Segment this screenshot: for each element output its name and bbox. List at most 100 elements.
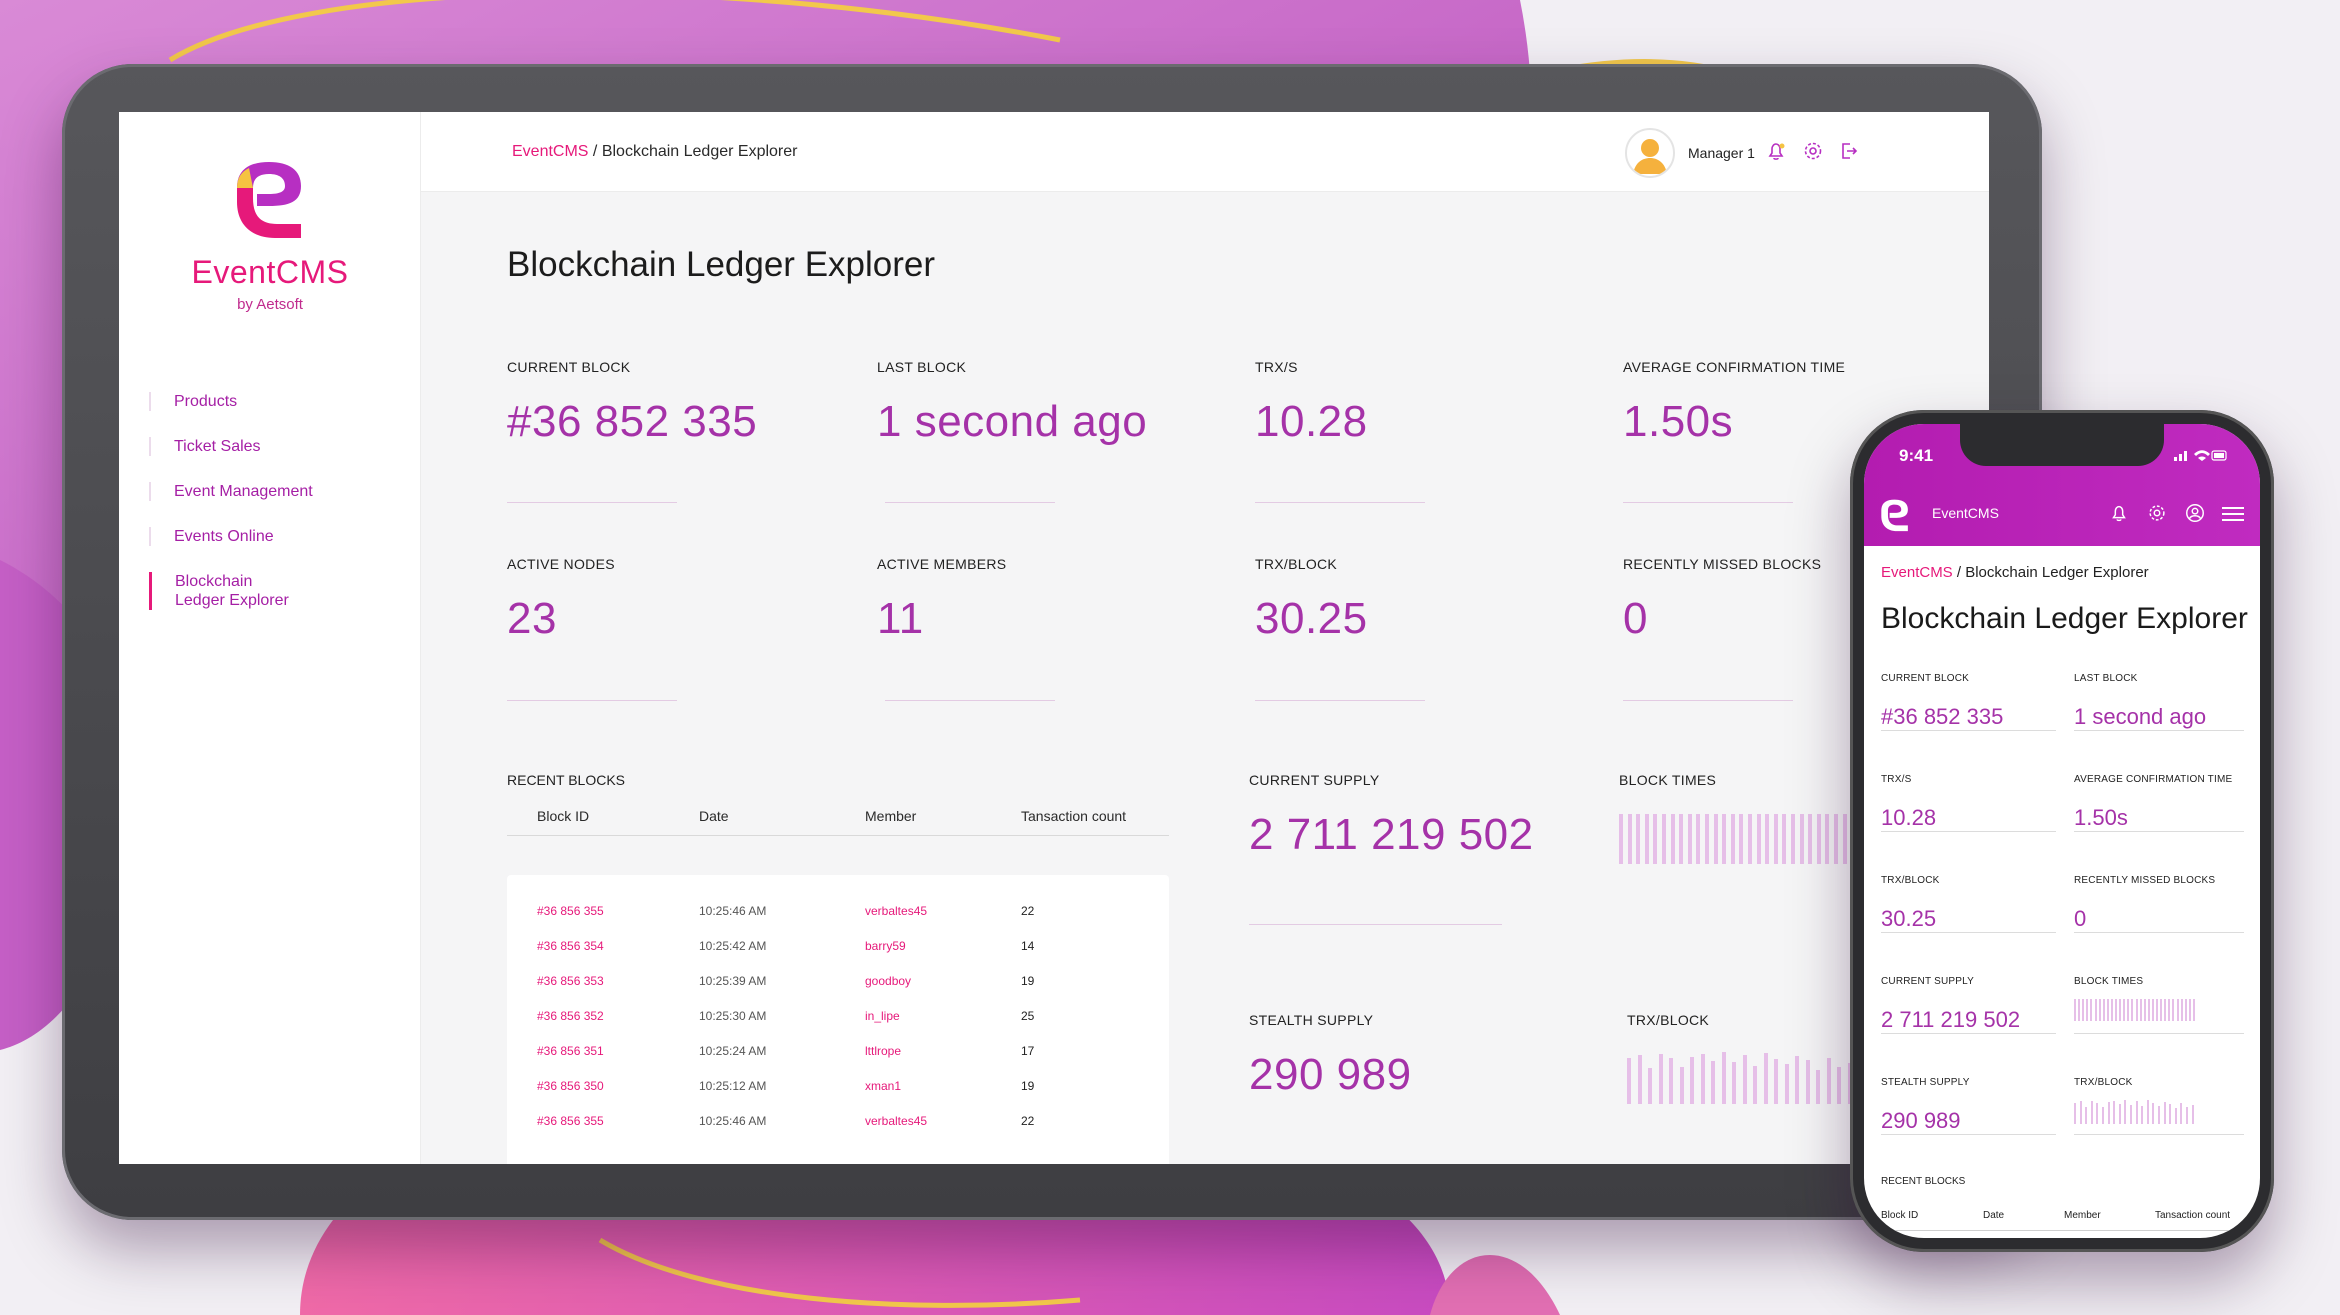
table-row[interactable]: #36 856 350 10:25:12 AM xman1 19 (507, 1079, 1169, 1099)
stat-label: CURRENT BLOCK (507, 359, 631, 375)
stat-value: 290 989 (1881, 1108, 1961, 1133)
tablet-screen: EventCMS by Aetsoft Products Ticket Sale… (119, 112, 1989, 1164)
phone-screen: 9:41 EventCMS (1864, 424, 2260, 1238)
chart-bar (1669, 1058, 1673, 1104)
chart-bar (2163, 1102, 2166, 1124)
chart-bar (1753, 1066, 1757, 1104)
logout-icon[interactable] (1837, 139, 1861, 163)
member-link[interactable]: lttlrope (865, 1044, 902, 1058)
table-row[interactable]: #36 856 355 10:25:46 AM verbaltes45 22 (507, 904, 1169, 924)
chart-bar (2141, 1106, 2144, 1124)
stat-label: AVERAGE CONFIRMATION TIME (1623, 359, 1846, 375)
table-row[interactable]: #36 856 351 10:25:24 AM lttlrope 17 (507, 1044, 1169, 1064)
sidebar-item-events-online[interactable]: Events Online (149, 527, 409, 546)
chart-block-times: BLOCK TIMES (1619, 772, 1939, 788)
avatar[interactable] (1625, 128, 1675, 178)
stat-label: ACTIVE NODES (507, 556, 615, 572)
column-header-member[interactable]: Member (865, 808, 917, 824)
breadcrumb-current: Blockchain Ledger Explorer (1965, 564, 2149, 581)
chart-bar (1799, 814, 1804, 864)
chart-bar (1739, 814, 1744, 864)
chart-label: BLOCK TIMES (1619, 772, 1717, 788)
stat-label: ACTIVE MEMBERS (877, 556, 1007, 572)
column-header-date[interactable]: Date (699, 808, 729, 824)
divider (1881, 730, 2056, 731)
block-id-link[interactable]: #36 856 355 (537, 904, 604, 918)
chart-bar (2164, 999, 2167, 1021)
table-row[interactable]: #36 856 353 10:25:39 AM goodboy 19 (507, 974, 1169, 994)
chart-bar (1816, 814, 1821, 864)
chart-bar (1730, 814, 1735, 864)
page-title: Blockchain Ledger Explorer (507, 245, 936, 284)
column-header-date[interactable]: Date (1983, 1210, 2005, 1221)
gear-icon[interactable] (2146, 502, 2168, 524)
phone-page-title: Blockchain Ledger Explorer (1881, 602, 2248, 635)
sidebar: EventCMS by Aetsoft Products Ticket Sale… (119, 112, 421, 1164)
chart-bar (2180, 1103, 2183, 1124)
block-id-link[interactable]: #36 856 354 (537, 939, 604, 953)
sidebar-item-ticket-sales[interactable]: Ticket Sales (149, 437, 409, 456)
chart-bar (1742, 1055, 1747, 1104)
chart-bar (1637, 1055, 1642, 1104)
chart-bar (2123, 999, 2126, 1021)
sidebar-item-event-management[interactable]: Event Management (149, 482, 409, 501)
app-name: EventCMS (191, 254, 349, 290)
table-row[interactable]: #36 856 354 10:25:42 AM barry59 14 (507, 939, 1169, 959)
column-header-member[interactable]: Member (2064, 1210, 2101, 1221)
chart-bar (2096, 1103, 2099, 1124)
chart-bar (1662, 814, 1666, 864)
phone-trx-per-block-chart (2074, 1100, 2198, 1124)
sidebar-item-blockchain-ledger-explorer[interactable]: Blockchain Ledger Explorer (149, 572, 299, 610)
table-row[interactable]: #36 856 355 10:25:46 AM verbaltes45 22 (507, 1114, 1169, 1134)
chart-bar (1679, 814, 1684, 864)
chart-bar (1763, 1053, 1768, 1104)
stat-active-members: ACTIVE MEMBERS 11 (877, 556, 1197, 644)
chart-label: BLOCK TIMES (2074, 976, 2144, 987)
stat-label: STEALTH SUPPLY (1249, 1012, 1374, 1028)
breadcrumb-root[interactable]: EventCMS (1881, 564, 1953, 581)
block-id-link[interactable]: #36 856 351 (537, 1044, 604, 1058)
member-link[interactable]: goodboy (865, 974, 912, 988)
divider (507, 502, 677, 503)
divider (2074, 1033, 2244, 1034)
stat-value: 10.28 (1255, 397, 1368, 446)
chart-bar (1748, 814, 1752, 864)
stat-trx-per-block: TRX/BLOCK 30.25 (1255, 556, 1575, 644)
block-id-link[interactable]: #36 856 353 (537, 974, 604, 988)
gear-icon[interactable] (1801, 139, 1825, 163)
bell-icon[interactable] (1764, 139, 1788, 163)
user-icon[interactable] (2184, 502, 2206, 524)
member-link[interactable]: xman1 (865, 1079, 902, 1093)
breadcrumb-root[interactable]: EventCMS (512, 143, 589, 160)
chart-bar (2098, 999, 2101, 1021)
stat-value: 1 second ago (877, 397, 1148, 446)
column-header-transaction-count[interactable]: Tansaction count (1021, 808, 1127, 824)
table-row[interactable]: #36 856 352 10:25:30 AM in_lipe 25 (507, 1009, 1169, 1029)
stat-value: 23 (507, 594, 557, 643)
sidebar-item-products[interactable]: Products (149, 392, 409, 411)
block-date: 10:25:12 AM (699, 1079, 767, 1093)
chart-trx-per-block: TRX/BLOCK (1627, 1012, 1947, 1028)
column-header-block-id[interactable]: Block ID (537, 808, 590, 824)
chart-bar (2147, 999, 2150, 1021)
menu-icon[interactable] (2220, 504, 2246, 524)
member-link[interactable]: barry59 (865, 939, 906, 953)
chart-bar (1690, 1057, 1694, 1104)
stat-label: LAST BLOCK (2074, 673, 2138, 684)
bell-icon[interactable] (2108, 502, 2130, 524)
chart-bar (2158, 1106, 2160, 1124)
block-id-link[interactable]: #36 856 350 (537, 1079, 604, 1093)
user-name[interactable]: Manager 1 (1688, 145, 1755, 161)
user-avatar-icon (1633, 139, 1667, 174)
column-header-transaction-count[interactable]: Tansaction count (2155, 1210, 2231, 1221)
phone-chart-block-times: BLOCK TIMES (2074, 976, 2244, 987)
divider (507, 700, 677, 701)
member-link[interactable]: in_lipe (865, 1009, 900, 1023)
block-id-link[interactable]: #36 856 355 (537, 1114, 604, 1128)
column-header-block-id[interactable]: Block ID (1881, 1210, 1919, 1221)
block-id-link[interactable]: #36 856 352 (537, 1009, 604, 1023)
phone-stat-current-supply: CURRENT SUPPLY 2 711 219 502 (1881, 976, 2051, 1033)
member-link[interactable]: verbaltes45 (865, 904, 928, 918)
chart-bar (2184, 999, 2187, 1021)
member-link[interactable]: verbaltes45 (865, 1114, 928, 1128)
